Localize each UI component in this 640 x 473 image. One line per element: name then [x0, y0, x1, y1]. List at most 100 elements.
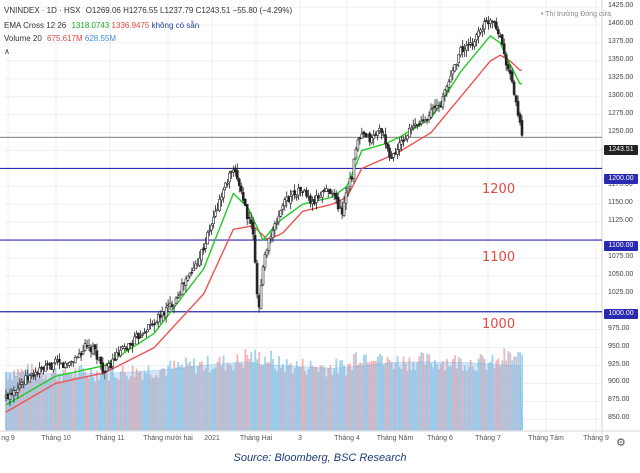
- volume-bar: [370, 360, 373, 430]
- volume-bar: [64, 364, 67, 430]
- volume-bar: [204, 367, 207, 430]
- candle-body: [208, 229, 211, 232]
- candle-body: [305, 190, 308, 197]
- volume-bar: [222, 355, 225, 430]
- volume-bar: [390, 362, 393, 430]
- volume-bar: [106, 364, 108, 430]
- candle-body: [455, 64, 459, 66]
- volume-bar: [521, 354, 523, 430]
- volume-bar: [226, 362, 229, 430]
- candle-body: [336, 196, 340, 210]
- volume-bar: [135, 368, 138, 430]
- candle-body: [467, 43, 470, 46]
- candle-body: [309, 195, 312, 204]
- candle-body: [451, 70, 455, 75]
- candle-body: [79, 352, 83, 356]
- volume-bar: [450, 366, 452, 430]
- candle-body: [423, 119, 427, 123]
- candle-body: [127, 343, 130, 350]
- candle-body: [516, 101, 520, 116]
- candle-body: [506, 64, 510, 70]
- volume-bar: [295, 360, 298, 430]
- time-tick-label: ng 9: [1, 435, 15, 442]
- candle-body: [453, 64, 457, 72]
- volume-bar: [88, 377, 91, 430]
- candle-body: [400, 140, 403, 145]
- volume-bar: [254, 349, 257, 430]
- volume-bar: [104, 379, 106, 430]
- volume-bar: [347, 364, 350, 430]
- volume-bar: [127, 379, 130, 430]
- volume-bar: [376, 356, 379, 430]
- price-tick-label: 1375.00: [608, 38, 634, 45]
- candle-body: [380, 128, 383, 134]
- volume-bar: [343, 365, 346, 430]
- candle-body: [226, 182, 229, 185]
- volume-bar: [133, 377, 136, 430]
- volume-bar: [19, 372, 21, 430]
- candle-body: [500, 34, 504, 45]
- time-tick-label: Tháng Tám: [528, 435, 564, 442]
- volume-bar: [317, 371, 320, 430]
- time-tick-label: Tháng 11: [95, 435, 125, 442]
- time-tick-label: Tháng 6: [427, 435, 453, 442]
- candle-body: [346, 187, 350, 192]
- volume-bar: [210, 369, 213, 430]
- candle-body: [218, 198, 221, 211]
- volume-bar: [26, 364, 29, 430]
- candle-body: [386, 143, 389, 149]
- volume-bar: [406, 370, 409, 430]
- volume-bar: [68, 374, 71, 430]
- volume-bar: [287, 364, 290, 430]
- volume-bar: [109, 368, 112, 430]
- volume-bar: [266, 362, 268, 430]
- volume-bar: [194, 373, 197, 430]
- volume-bar: [90, 369, 93, 430]
- volume-bar: [410, 370, 413, 430]
- volume-bar: [452, 359, 454, 430]
- ema-legend[interactable]: EMA Cross 12 26 1318.0743 1336.9475 khôn…: [4, 20, 199, 31]
- volume-value: 675.617M: [47, 34, 83, 43]
- price-tick-label: 1325.00: [608, 73, 634, 81]
- volume-bar: [147, 365, 150, 430]
- price-tick-label: 1250.00: [608, 127, 634, 135]
- volume-bar: [363, 355, 365, 430]
- symbol-title[interactable]: VNINDEX · 1D · HSX: [4, 6, 81, 15]
- volume-bar: [459, 358, 462, 430]
- volume-bar: [242, 367, 245, 430]
- volume-bar: [402, 356, 405, 430]
- volume-bar: [175, 367, 178, 430]
- volume-bar: [96, 370, 98, 430]
- volume-bar: [240, 363, 243, 430]
- volume-bar: [291, 373, 294, 430]
- candle-body: [415, 124, 419, 126]
- volume-bar: [169, 360, 172, 430]
- volume-bar: [323, 367, 326, 430]
- candle-body: [143, 332, 146, 335]
- candle-body: [469, 42, 472, 45]
- candle-body: [184, 278, 188, 286]
- settings-gear-icon[interactable]: ⚙: [616, 437, 626, 449]
- candle-body: [224, 182, 227, 188]
- candle-body: [429, 108, 433, 118]
- candle-body: [81, 350, 85, 355]
- candle-body: [502, 43, 506, 54]
- volume-bar: [499, 365, 502, 430]
- volume-bar: [463, 365, 466, 430]
- candle-body: [222, 189, 225, 198]
- candle-body: [477, 30, 480, 37]
- candle-body: [123, 346, 126, 349]
- volume-legend[interactable]: Volume 20 675.617M 628.55M: [4, 33, 116, 44]
- candle-body: [28, 375, 32, 383]
- collapse-legend-icon[interactable]: ∧: [4, 47, 10, 56]
- volume-bar: [283, 372, 286, 430]
- volume-bar: [244, 348, 247, 430]
- candle-body: [131, 343, 134, 346]
- volume-bar: [465, 370, 468, 430]
- candle-body: [91, 345, 95, 355]
- candle-body: [64, 362, 67, 368]
- volume-bar: [309, 360, 312, 430]
- volume-bar: [321, 365, 324, 430]
